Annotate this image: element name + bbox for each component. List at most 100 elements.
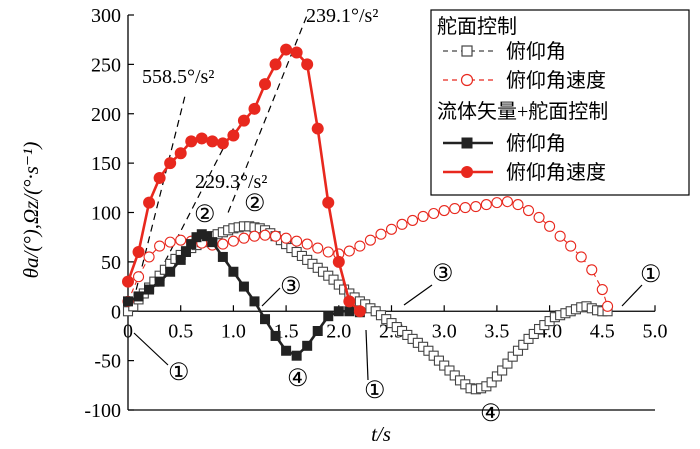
data-point xyxy=(123,296,133,307)
y-tick-label: -100 xyxy=(84,400,121,422)
data-point xyxy=(470,201,482,213)
legend-swatch-pitch-rudder xyxy=(443,45,493,57)
data-point xyxy=(154,276,165,287)
data-point xyxy=(396,218,408,230)
slope-label-229: 229.3°/s² xyxy=(195,171,267,193)
data-point xyxy=(343,245,355,257)
data-point xyxy=(364,234,376,246)
data-point xyxy=(132,246,145,258)
data-point xyxy=(269,58,282,71)
data-point xyxy=(154,240,166,252)
x-tick-label: 1.0 xyxy=(221,320,246,342)
data-point xyxy=(270,230,282,242)
data-point xyxy=(533,211,545,223)
series-layer xyxy=(122,43,614,395)
data-point xyxy=(291,235,303,247)
data-point xyxy=(480,199,492,211)
y-tick-label: 150 xyxy=(91,153,121,175)
legend-swatch-rate-rudder xyxy=(443,73,493,87)
annotations: 558.5°/s² 239.1°/s² 229.3°/s² ① ② ② ③ ④ … xyxy=(133,5,662,427)
data-point xyxy=(207,237,218,248)
data-point xyxy=(323,311,334,322)
marker-1-start: ① xyxy=(168,360,190,386)
series-0 xyxy=(122,221,613,395)
data-point xyxy=(132,271,145,283)
marker-2-dashed: ② xyxy=(244,191,266,217)
data-point xyxy=(144,284,155,295)
legend-swatch-pitch-fluidic xyxy=(443,137,493,149)
data-point xyxy=(217,251,228,262)
data-point xyxy=(554,230,566,242)
marker-1-solid-end-arrow xyxy=(365,329,369,381)
data-point xyxy=(417,210,429,222)
data-point xyxy=(153,171,166,184)
data-point xyxy=(259,229,271,241)
data-point xyxy=(260,314,271,325)
data-point xyxy=(270,330,281,341)
y-tick-label: -50 xyxy=(94,351,121,373)
data-point xyxy=(191,232,202,243)
data-point xyxy=(228,266,239,277)
data-point xyxy=(512,345,524,356)
data-point xyxy=(602,300,614,312)
data-point xyxy=(281,345,292,356)
data-point xyxy=(195,132,208,145)
marker-4-solid: ④ xyxy=(287,366,309,392)
data-point xyxy=(586,264,598,276)
data-point xyxy=(491,371,502,382)
y-tick-label: 50 xyxy=(101,252,121,274)
marker-3-dashed-arrow xyxy=(403,284,433,306)
marker-3-dashed: ③ xyxy=(432,261,454,287)
data-point xyxy=(333,306,344,317)
data-point xyxy=(202,231,213,242)
data-point xyxy=(143,196,156,209)
data-point xyxy=(596,283,608,296)
y-tick-label: 100 xyxy=(91,203,121,225)
data-point xyxy=(353,305,366,318)
data-point xyxy=(164,236,176,248)
data-point xyxy=(206,135,219,148)
y-tick-label: 200 xyxy=(91,104,121,126)
data-point xyxy=(248,230,261,242)
data-point xyxy=(196,229,207,240)
data-point xyxy=(497,365,508,376)
legend-group1-title: 舵面控制 xyxy=(437,15,517,38)
data-point xyxy=(249,296,260,307)
data-point xyxy=(312,326,323,336)
legend: 舵面控制 俯仰角 俯仰角速度 流体矢量+舵面控制 俯仰角 俯仰角速度 xyxy=(430,9,690,196)
data-point xyxy=(322,196,335,209)
data-point xyxy=(217,238,229,250)
data-point xyxy=(259,78,272,91)
data-point xyxy=(227,129,240,142)
x-tick-label: 3.0 xyxy=(432,320,457,342)
data-point xyxy=(133,291,144,302)
y-axis-title: θa/(°),Ωz/(°·s⁻¹) xyxy=(19,142,43,279)
data-point xyxy=(332,255,345,268)
marker-3-solid-arrow xyxy=(261,287,281,307)
data-point xyxy=(459,202,471,214)
data-point xyxy=(522,204,535,217)
data-point xyxy=(344,306,355,317)
data-point xyxy=(186,239,197,250)
marker-1-solid-end: ① xyxy=(364,378,386,404)
data-point xyxy=(322,246,334,258)
data-point xyxy=(248,102,261,115)
data-point xyxy=(165,266,176,277)
x-tick-label: 2.0 xyxy=(326,320,351,342)
data-point xyxy=(407,214,419,226)
data-point xyxy=(312,242,324,254)
y-tick-label: 0 xyxy=(111,301,121,323)
x-tick-label: 5.0 xyxy=(643,320,668,342)
data-point xyxy=(385,223,398,235)
data-point xyxy=(164,157,177,170)
data-point xyxy=(512,199,524,211)
data-point xyxy=(185,135,198,148)
x-tick-label: 0.5 xyxy=(168,320,193,342)
x-tick-label: 0 xyxy=(123,320,133,342)
data-point xyxy=(237,114,250,127)
data-point xyxy=(354,240,366,252)
data-point xyxy=(343,295,356,308)
data-point xyxy=(280,43,293,56)
